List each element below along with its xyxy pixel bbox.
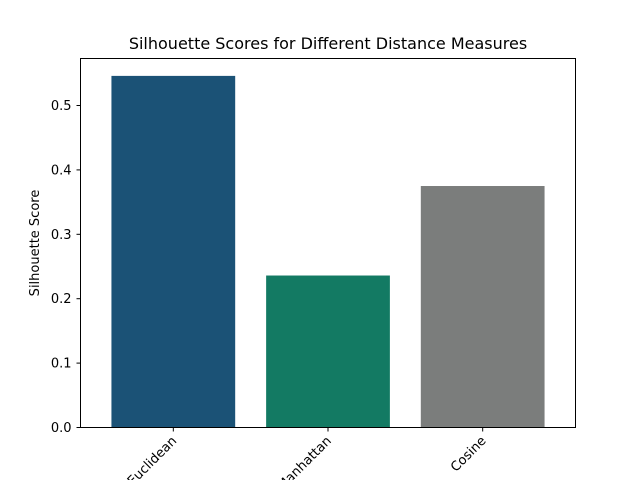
y-tick-label: 0.1 (51, 357, 72, 372)
bars-group (111, 75, 545, 428)
chart-title: Silhouette Scores for Different Distance… (129, 34, 527, 53)
y-axis-label: Silhouette Score (28, 190, 43, 297)
y-tick-label: 0.0 (51, 421, 72, 436)
bar-cosine (420, 186, 545, 428)
y-tick-label: 0.2 (51, 292, 72, 307)
bar-euclidean (111, 75, 236, 428)
plot-frame (80, 58, 576, 428)
y-tick-label: 0.3 (51, 228, 72, 243)
y-tick-label: 0.5 (51, 99, 72, 114)
bar-manhattan (266, 275, 390, 428)
y-ticks-group: 0.0 0.1 0.2 0.3 0.4 0.5 (51, 99, 81, 436)
y-tick-label: 0.4 (51, 163, 72, 178)
